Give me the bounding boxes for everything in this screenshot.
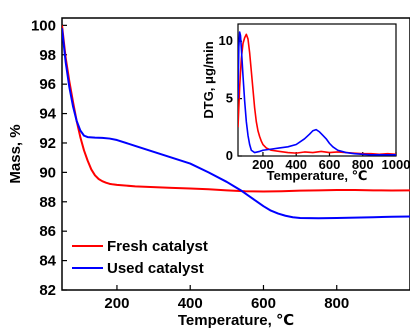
inset-x-axis-title: Temperature, ℃: [267, 168, 368, 183]
main-y-tick-label: 90: [39, 164, 56, 181]
inset-series-line-used: [238, 31, 396, 156]
main-series-line-used: [62, 28, 410, 220]
inset-x-tick-label: 200: [252, 157, 274, 172]
main-y-tick-label: 88: [39, 194, 56, 211]
main-x-tick-label: 400: [178, 295, 203, 312]
main-y-tick-label: 92: [39, 135, 56, 152]
main-plot-frame: [61, 17, 410, 291]
inset-y-tick-label: 0: [226, 148, 233, 163]
main-y-tick-label: 100: [31, 17, 56, 34]
main-y-tick-label: 86: [39, 223, 56, 240]
inset-y-tick-label: 5: [226, 91, 233, 106]
inset-x-tick-label: 800: [352, 157, 374, 172]
inset-x-tick-label: 400: [285, 157, 307, 172]
main-y-tick-label: 96: [39, 76, 56, 93]
main-series-line-fresh: [62, 25, 410, 193]
main-x-tick-label: 200: [104, 295, 129, 312]
main-y-tick-label: 82: [39, 282, 56, 299]
main-x-axis-title: Temperature, ℃: [178, 312, 294, 329]
main-y-tick-label: 98: [39, 47, 56, 64]
main-y-tick-label: 94: [39, 106, 56, 123]
legend: Fresh catalyst Used catalyst: [72, 238, 208, 277]
legend-label-used: Used catalyst: [107, 260, 204, 277]
main-series-group: [62, 25, 410, 220]
inset-axis-ticks: 200 400 600 800 1000 0 5 10: [219, 33, 410, 172]
main-x-tick-label: 600: [251, 295, 276, 312]
inset-y-tick-label: 10: [219, 33, 233, 48]
inset-series-group: [238, 31, 396, 156]
main-y-axis-title: Mass, %: [7, 124, 24, 183]
inset-x-tick-label: 600: [319, 157, 341, 172]
inset-background: [238, 24, 396, 156]
main-y-tick-label: 84: [39, 253, 56, 270]
legend-label-fresh: Fresh catalyst: [107, 238, 208, 255]
inset-x-tick-label: 1000: [382, 157, 410, 172]
inset-y-axis-title: DTG, μg/min: [201, 41, 216, 118]
main-x-tick-label: 800: [324, 295, 349, 312]
